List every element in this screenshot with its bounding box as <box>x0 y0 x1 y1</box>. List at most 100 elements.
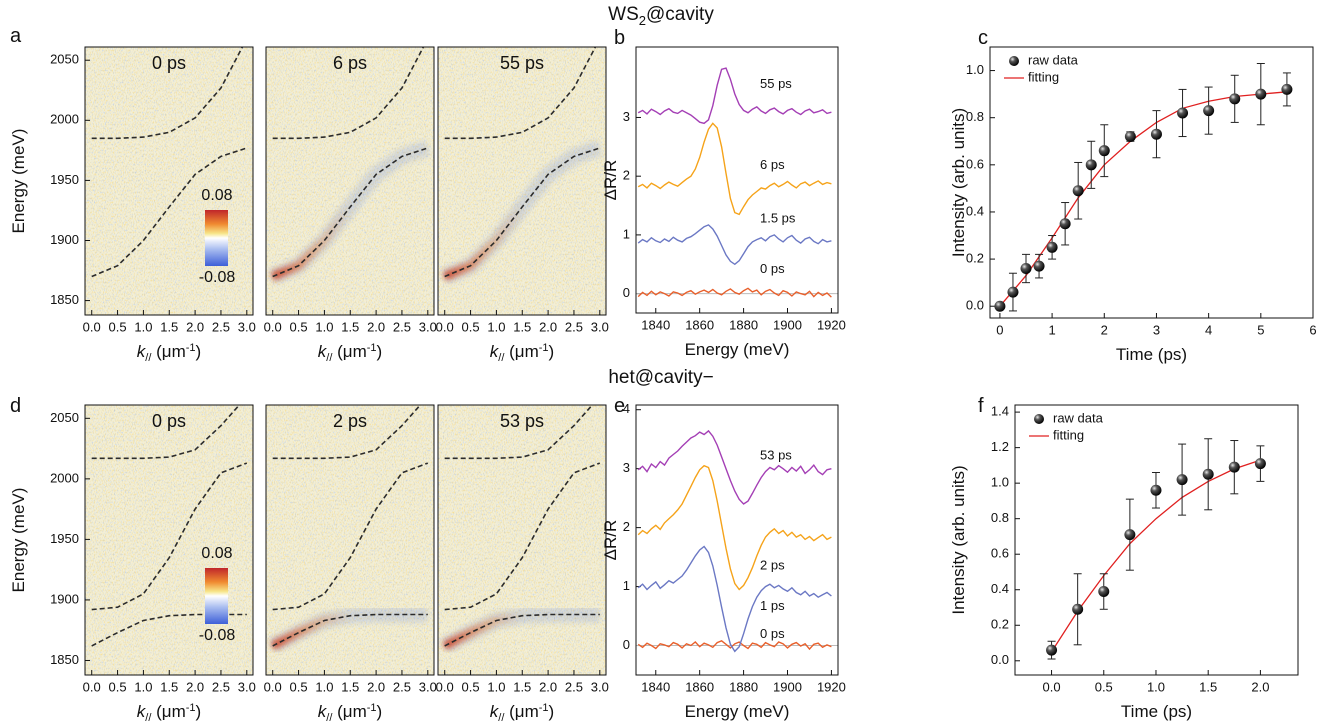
x-tick-label: 1880 <box>729 317 758 332</box>
y-tick-label: 0 <box>623 285 630 300</box>
y-tick-label: 0.8 <box>966 109 984 124</box>
spectrum-line <box>637 122 832 216</box>
dispersion-curve <box>272 405 422 460</box>
x-axis-label: k// (μm-1) <box>318 702 382 722</box>
data-point <box>1281 83 1293 95</box>
y-tick-label: 0.4 <box>991 581 1009 596</box>
x-axis-label-part: (μm <box>504 702 538 721</box>
series-label: 55 ps <box>760 76 792 91</box>
x-axis-label-part: k <box>137 702 147 721</box>
y-tick-label: 0.6 <box>966 156 984 171</box>
y-tick-label: 3 <box>623 109 630 124</box>
x-axis-label: k// (μm-1) <box>490 342 554 364</box>
x-tick-label: 1860 <box>685 679 714 694</box>
x-axis-label-part: // <box>326 352 333 364</box>
y-axis-label: ΔR/R <box>601 160 620 201</box>
x-tick-label: 2.5 <box>212 679 230 694</box>
fit-line <box>999 91 1287 307</box>
x-tick-label: 2.0 <box>367 319 385 334</box>
y-axis-label: Energy (meV) <box>9 129 28 234</box>
panel-time-label: 53 ps <box>500 411 544 431</box>
y-tick-label: 0.4 <box>966 203 984 218</box>
x-tick-label: 0.0 <box>436 679 454 694</box>
x-tick-label: 1.0 <box>315 319 333 334</box>
spectrum-line <box>637 224 832 266</box>
x-tick-label: 1.0 <box>487 679 505 694</box>
x-axis-label-part: // <box>498 352 505 364</box>
series-label: 53 ps <box>760 448 792 463</box>
x-axis-label-part: ) <box>549 342 555 361</box>
colorbar-min-label: -0.08 <box>199 269 236 286</box>
data-point <box>1124 131 1136 143</box>
x-tick-label: 6 <box>1309 322 1316 337</box>
y-tick-label: 1 <box>623 226 630 241</box>
y-tick-label: 2000 <box>50 112 79 127</box>
dispersion-curve <box>444 405 594 460</box>
x-axis-label-part: -1 <box>539 342 549 354</box>
legend-label: fitting <box>1053 427 1084 442</box>
spectrum-line <box>637 429 832 505</box>
x-tick-label: 0.0 <box>436 319 454 334</box>
legend-marker <box>1034 414 1044 424</box>
data-point <box>994 300 1006 312</box>
legend-label: raw data <box>1028 52 1079 67</box>
x-axis-label-part: ) <box>377 342 383 361</box>
heatmap-noise <box>85 47 253 315</box>
x-tick-label: 2.0 <box>1251 679 1269 694</box>
x-tick-label: 2.5 <box>565 319 583 334</box>
x-tick-label: 1.0 <box>487 319 505 334</box>
y-tick-label: 1.4 <box>991 404 1009 419</box>
x-axis-label-part: -1 <box>186 702 196 714</box>
y-tick-label: 1850 <box>50 292 79 307</box>
x-axis-label: k// (μm-1) <box>137 342 201 364</box>
panel-time-label: 6 ps <box>333 53 367 73</box>
dispersion-curve <box>91 405 241 460</box>
panel-letter: f <box>978 395 984 417</box>
y-tick-label: 0.6 <box>991 546 1009 561</box>
x-tick-label: 0.5 <box>109 679 127 694</box>
data-point <box>1150 484 1162 496</box>
y-tick-label: 3 <box>623 460 630 475</box>
heatmap-noise <box>85 405 253 675</box>
panel-letter: b <box>614 27 625 49</box>
colorbar-max-label: 0.08 <box>201 545 232 562</box>
title-part: @cavity <box>646 4 714 25</box>
x-tick-label: 0.0 <box>264 319 282 334</box>
panel-time-label: 55 ps <box>500 53 544 73</box>
data-point <box>1007 286 1019 298</box>
series-label: 6 ps <box>760 157 785 172</box>
x-tick-label: 1880 <box>729 679 758 694</box>
x-tick-label: 5 <box>1257 322 1264 337</box>
x-axis-label: k// (μm-1) <box>318 342 382 364</box>
data-point <box>1098 145 1110 157</box>
heatmap-panel <box>438 47 606 315</box>
x-tick-label: 3.0 <box>591 319 609 334</box>
dispersion-curve <box>444 147 601 278</box>
series-label: 0 ps <box>760 626 785 641</box>
x-tick-label: 2.0 <box>539 679 557 694</box>
x-axis-label-part: (μm <box>151 702 185 721</box>
x-tick-label: 3.0 <box>238 319 256 334</box>
x-tick-label: 1 <box>1048 322 1055 337</box>
x-axis-label-part: (μm <box>332 342 366 361</box>
x-axis-label-part: ) <box>196 702 202 721</box>
x-axis-label: Time (ps) <box>1121 702 1192 721</box>
x-tick-label: 1.5 <box>513 679 531 694</box>
x-tick-label: 0.5 <box>1095 679 1113 694</box>
y-tick-label: 2 <box>623 519 630 534</box>
x-tick-label: 3 <box>1153 322 1160 337</box>
x-tick-label: 3.0 <box>591 679 609 694</box>
series-label: 1.5 ps <box>760 210 796 225</box>
dispersion-curve <box>272 47 425 140</box>
x-tick-label: 4 <box>1205 322 1212 337</box>
y-tick-label: 1.0 <box>966 62 984 77</box>
x-tick-label: 0.0 <box>1043 679 1061 694</box>
x-tick-label: 1.5 <box>160 319 178 334</box>
panel-letter: d <box>10 395 21 417</box>
x-tick-label: 0 <box>996 322 1003 337</box>
x-axis-label-part: (μm <box>332 702 366 721</box>
spectrum-line <box>637 464 832 591</box>
x-tick-label: 0.0 <box>83 319 101 334</box>
spectrum-line <box>637 67 832 125</box>
